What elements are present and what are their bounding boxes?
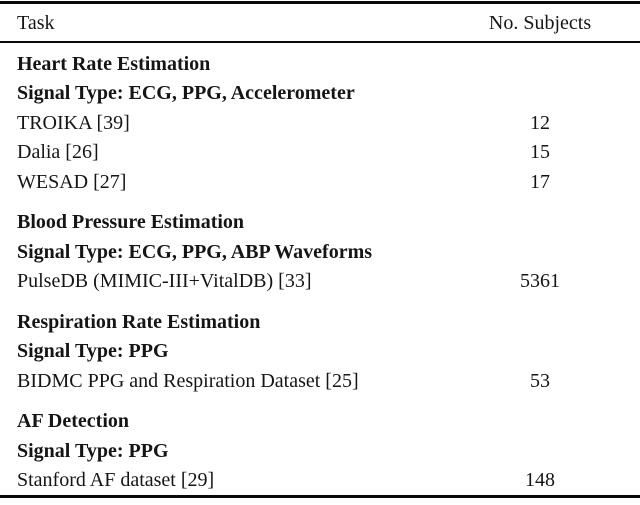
signal-type-label: Signal Type: ECG, PPG, Accelerometer xyxy=(17,82,355,105)
section-af-detection: AF Detection Signal Type: PPG Stanford A… xyxy=(0,396,640,496)
table-header-row: Task No. Subjects xyxy=(0,4,640,41)
column-header-subjects: No. Subjects xyxy=(488,11,592,34)
dataset-name: PulseDB (MIMIC-III+VitalDB) [33] xyxy=(17,270,312,293)
column-header-task: Task xyxy=(17,11,55,34)
table-row: BIDMC PPG and Respiration Dataset [25] 5… xyxy=(0,366,640,396)
subject-count: 12 xyxy=(530,111,550,134)
table-row: WESAD [27] 17 xyxy=(0,167,640,197)
signal-type-row: Signal Type: ECG, PPG, ABP Waveforms xyxy=(0,237,640,267)
table-top-rule xyxy=(0,1,640,5)
signal-type-row: Signal Type: PPG xyxy=(0,436,640,466)
dataset-name: Stanford AF dataset [29] xyxy=(17,469,215,492)
subject-count: 17 xyxy=(530,170,550,193)
table-bottom-rule xyxy=(0,495,640,499)
signal-type-label: Signal Type: ECG, PPG, ABP Waveforms xyxy=(17,240,373,263)
dataset-name: WESAD [27] xyxy=(17,170,127,193)
section-title-row: Blood Pressure Estimation xyxy=(0,208,640,238)
section-blood-pressure-estimation: Blood Pressure Estimation Signal Type: E… xyxy=(0,197,640,297)
section-title-row: Heart Rate Estimation xyxy=(0,49,640,79)
table-row: PulseDB (MIMIC-III+VitalDB) [33] 5361 xyxy=(0,267,640,297)
subject-count: 5361 xyxy=(520,270,560,293)
signal-type-row: Signal Type: PPG xyxy=(0,337,640,367)
table-row: Dalia [26] 15 xyxy=(0,138,640,168)
section-title: Blood Pressure Estimation xyxy=(17,211,245,234)
section-respiration-rate-estimation: Respiration Rate Estimation Signal Type:… xyxy=(0,296,640,396)
table-row: Stanford AF dataset [29] 148 xyxy=(0,466,640,496)
signal-type-label: Signal Type: PPG xyxy=(17,340,169,363)
signal-type-row: Signal Type: ECG, PPG, Accelerometer xyxy=(0,79,640,109)
dataset-name: BIDMC PPG and Respiration Dataset [25] xyxy=(17,369,359,392)
subject-count: 15 xyxy=(530,141,550,164)
section-title-row: AF Detection xyxy=(0,407,640,437)
section-title-row: Respiration Rate Estimation xyxy=(0,307,640,337)
section-title: Heart Rate Estimation xyxy=(17,52,211,75)
section-heart-rate-estimation: Heart Rate Estimation Signal Type: ECG, … xyxy=(0,43,640,197)
subject-count: 53 xyxy=(530,369,550,392)
table-header-rule xyxy=(0,41,640,44)
table-row: TROIKA [39] 12 xyxy=(0,108,640,138)
dataset-name: TROIKA [39] xyxy=(17,111,130,134)
section-title: Respiration Rate Estimation xyxy=(17,310,261,333)
dataset-name: Dalia [26] xyxy=(17,141,99,164)
signal-type-label: Signal Type: PPG xyxy=(17,439,169,462)
subject-count: 148 xyxy=(525,469,555,492)
section-title: AF Detection xyxy=(17,410,129,433)
